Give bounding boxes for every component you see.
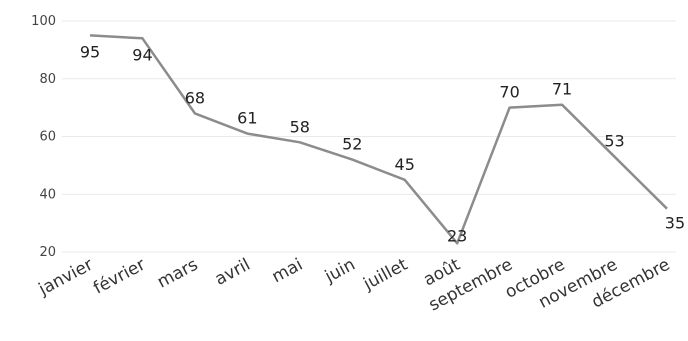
data-label: 58 [290, 117, 310, 136]
y-tick-label: 20 [39, 245, 56, 260]
data-label: 71 [552, 80, 572, 99]
y-tick-label: 100 [31, 14, 56, 29]
data-label: 52 [342, 135, 362, 154]
data-label: 23 [447, 226, 467, 245]
gridlines [62, 20, 676, 253]
x-tick-label: avril [212, 255, 254, 290]
data-label: 53 [604, 132, 624, 151]
data-label: 61 [237, 109, 257, 128]
data-labels: 95 94 68 61 58 52 45 23 70 71 53 35 [80, 42, 685, 245]
y-tick-label: 60 [39, 130, 56, 145]
x-tick-label: juillet [359, 255, 411, 295]
x-tick-label: février [90, 255, 149, 299]
x-tick-label: juin [321, 255, 359, 288]
y-tick-label: 80 [39, 72, 56, 87]
y-tick-label: 40 [39, 187, 56, 202]
data-label: 68 [185, 88, 205, 107]
y-axis-tick-labels: 20 40 60 80 100 [31, 14, 56, 260]
data-label: 95 [80, 42, 100, 61]
series-line [89, 34, 668, 245]
x-tick-label: mai [269, 255, 306, 288]
data-label: 70 [499, 83, 519, 102]
x-tick-label: mars [154, 255, 201, 293]
x-tick-label: janvier [35, 255, 97, 300]
series-layer [89, 34, 668, 245]
data-label: 35 [665, 214, 685, 233]
data-label: 94 [132, 45, 152, 64]
data-label: 45 [395, 155, 415, 174]
